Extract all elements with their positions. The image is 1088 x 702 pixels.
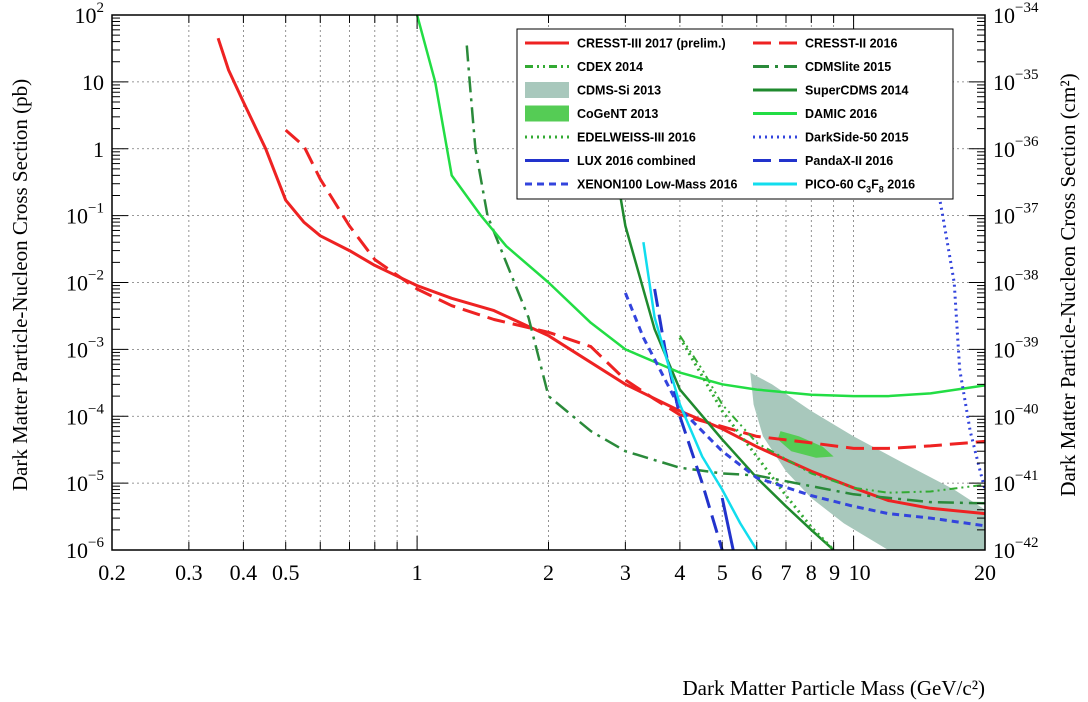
signal-regions xyxy=(750,372,985,550)
x-tick-label: 2 xyxy=(543,560,554,585)
y-tick-label: 10−6 xyxy=(66,535,104,563)
x-tick-label: 20 xyxy=(974,560,996,585)
y-tick-labels: 102 10 1 10−1 10−2 10−3 10−4 10−5 10−6 xyxy=(66,0,104,563)
legend-swatch xyxy=(525,105,569,122)
legend-label: PandaX-II 2016 xyxy=(805,154,893,168)
y-tick-label: 10−4 xyxy=(66,401,104,429)
x-tick-label: 0.4 xyxy=(230,560,258,585)
legend-label: LUX 2016 combined xyxy=(577,154,696,168)
y2-tick-label: 10−34 xyxy=(993,0,1039,28)
axis-ticks xyxy=(111,15,986,551)
legend-label: CDEX 2014 xyxy=(577,60,643,74)
legend-label: EDELWEISS-III 2016 xyxy=(577,131,696,145)
x-tick-label: 10 xyxy=(849,560,871,585)
y-tick-label: 102 xyxy=(75,0,105,28)
x-tick-labels: 0.2 0.3 0.4 0.5 1 2 3 4 5 6 7 8 9 10 20 xyxy=(98,560,996,585)
series-lux-2016-combined xyxy=(720,497,735,550)
series-lines xyxy=(216,15,985,550)
legend-label: CoGeNT 2013 xyxy=(577,107,658,121)
series-cdmslite-2015 xyxy=(465,45,985,505)
legend-label: XENON100 Low-Mass 2016 xyxy=(577,178,738,192)
x-axis-title: Dark Matter Particle Mass (GeV/c²) xyxy=(682,676,985,700)
x-tick-label: 9 xyxy=(829,560,840,585)
y-tick-label: 1 xyxy=(93,137,104,162)
x-tick-label: 5 xyxy=(717,560,728,585)
legend-label: CRESST-III 2017 (prelim.) xyxy=(577,37,726,51)
legend-label: DAMIC 2016 xyxy=(805,107,877,121)
y2-tick-label: 10−38 xyxy=(993,268,1038,296)
region-cdms-si-2013 xyxy=(750,372,985,550)
y2-tick-label: 10−37 xyxy=(993,201,1039,229)
x-tick-label: 8 xyxy=(806,560,817,585)
y2-tick-label: 10−40 xyxy=(993,401,1038,429)
legend-label: CDMS-Si 2013 xyxy=(577,84,661,98)
y2-tick-labels: 10−34 10−35 10−36 10−37 10−38 10−39 10−40 10−41… xyxy=(993,0,1039,563)
x-tick-label: 1 xyxy=(412,560,423,585)
series-darkside-50-2015 xyxy=(929,148,985,490)
series-supercdms-2014 xyxy=(611,148,835,550)
y-tick-label: 10−1 xyxy=(66,201,104,229)
series-damic-2016 xyxy=(415,15,985,398)
region-cogent-2013 xyxy=(777,431,834,458)
y-axis-title-right: Dark Matter Particle-Nucleon Cross Secti… xyxy=(1056,73,1080,496)
y-tick-label: 10−3 xyxy=(66,334,104,362)
y2-tick-label: 10−41 xyxy=(993,468,1038,496)
legend-label: DarkSide-50 2015 xyxy=(805,131,909,145)
y2-tick-label: 10−35 xyxy=(993,67,1038,95)
legend-label: PICO-60 C3F8 2016 xyxy=(805,178,915,195)
y-tick-label: 10−5 xyxy=(66,468,104,496)
x-tick-label: 0.2 xyxy=(98,560,126,585)
x-tick-label: 4 xyxy=(674,560,685,585)
series-cresst-ii-2016 xyxy=(284,128,985,450)
y2-tick-label: 10−36 xyxy=(993,134,1039,162)
legend-swatch xyxy=(525,82,569,98)
x-tick-label: 0.5 xyxy=(272,560,300,585)
x-tick-label: 0.3 xyxy=(175,560,203,585)
y-tick-label: 10−2 xyxy=(66,268,104,296)
y-tick-label: 10 xyxy=(82,70,104,95)
x-tick-label: 7 xyxy=(780,560,791,585)
y2-tick-label: 10−42 xyxy=(993,535,1038,563)
y2-tick-label: 10−39 xyxy=(993,334,1038,362)
series-pico-60-c3f8-2016 xyxy=(642,242,758,550)
y-axis-title-left: Dark Matter Particle-Nucleon Cross Secti… xyxy=(8,79,32,491)
legend: CRESST-III 2017 (prelim.) CRESST-II 2016 C… xyxy=(516,28,954,200)
legend-label: CDMSlite 2015 xyxy=(805,60,891,74)
legend-box xyxy=(516,28,954,200)
series-pandax-ii-2016 xyxy=(653,288,724,550)
legend-label: CRESST-II 2016 xyxy=(805,37,897,51)
legend-label: SuperCDMS 2014 xyxy=(805,84,909,98)
series-xenon100-low-mass-2016 xyxy=(624,292,985,528)
x-tick-label: 6 xyxy=(751,560,762,585)
x-tick-label: 3 xyxy=(620,560,631,585)
